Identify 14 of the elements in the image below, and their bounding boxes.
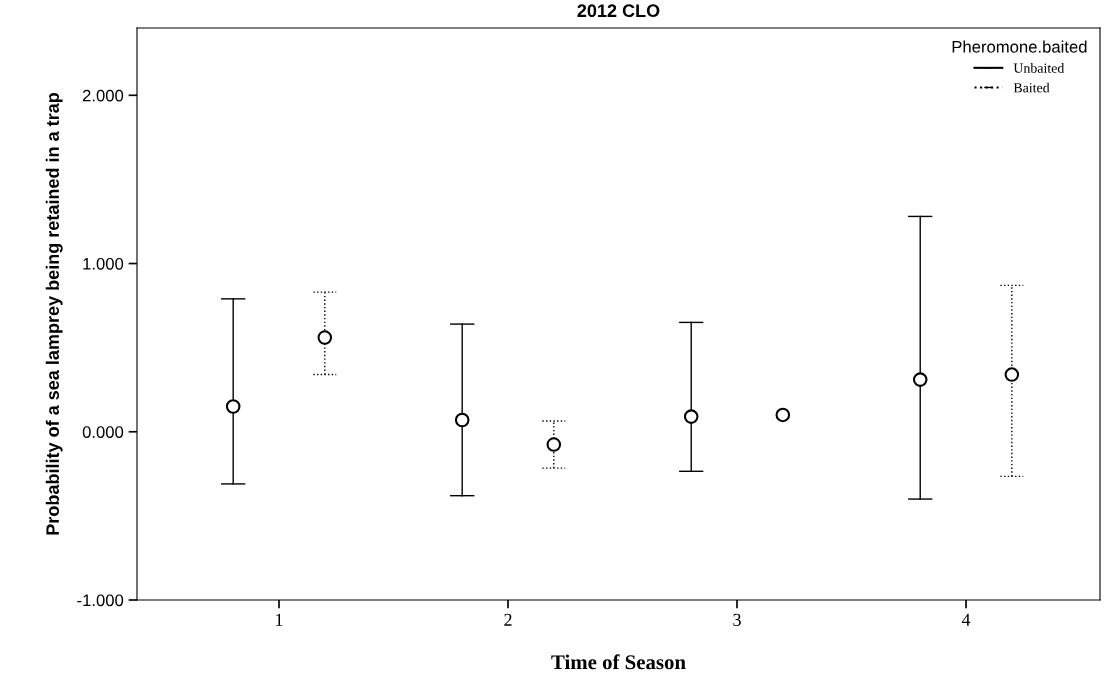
x-tick-label: 3 <box>733 613 741 626</box>
y-axis-title: Probability of a sea lamprey being retained in a trap <box>45 92 63 535</box>
chart-title: 2012 CLO <box>577 4 660 18</box>
legend-label: Baited <box>1013 82 1050 93</box>
y-tick-label: 0.000 <box>82 426 124 438</box>
x-tick-label: 1 <box>276 613 283 626</box>
legend-title: Pheromone.baited <box>952 40 1087 53</box>
x-axis-title: Time of Season <box>551 654 686 670</box>
y-tick-label: 2.000 <box>82 89 124 102</box>
x-tick-label: 4 <box>961 613 971 626</box>
legend-label: Unbaited <box>1013 63 1065 73</box>
x-tick-label: 2 <box>504 613 512 626</box>
y-tick-label: 1.000 <box>83 257 124 270</box>
y-tick-label: -1.000 <box>77 594 124 607</box>
